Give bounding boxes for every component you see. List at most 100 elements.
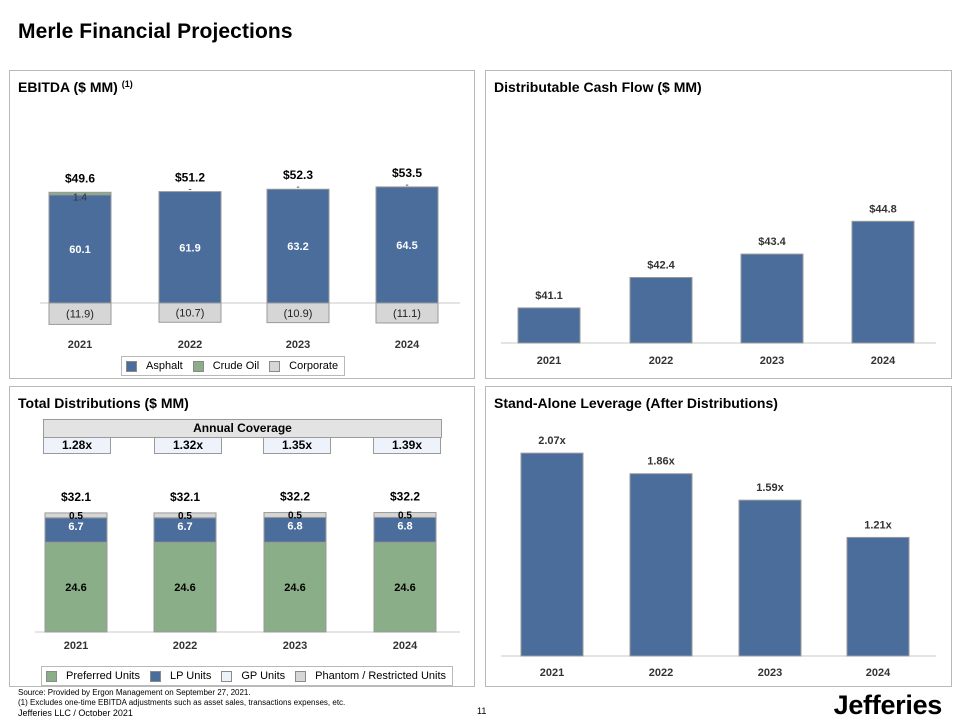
legend-swatch-gp-units [221,670,233,682]
ebitda-bar-corporate-2024 [375,302,439,324]
distributions-bar-preferred-2023 [263,541,327,633]
dcf-panel: Distributable Cash Flow ($ MM) $41.1 2021… [485,70,952,379]
distributions-total-2024: $32.2 [390,490,420,504]
ebitda-label-crude-oil-2023: - [296,182,299,193]
legend-swatch-corporate [269,360,281,372]
annual-coverage-header: Annual Coverage [43,419,442,438]
distributions-total-2022: $32.1 [170,490,200,504]
ebitda-label-asphalt-2022: 61.9 [179,242,200,254]
distributions-bar-phantom-2022 [153,512,217,519]
leverage-value-label-2021: 2.07x [538,435,566,447]
dcf-xtick-2021: 2021 [537,355,561,367]
ebitda-title-footnote: (1) [121,79,133,89]
distributions-bar-lp-2023 [263,516,327,543]
source-note: Source: Provided by Ergon Management on … [18,688,251,697]
leverage-xtick-2021: 2021 [540,667,564,679]
ebitda-total-2022: $51.2 [175,171,205,185]
ebitda-label-crude-oil-2022: - [188,185,191,196]
leverage-value-label-2022: 1.86x [647,456,675,468]
dcf-chart-title: Distributable Cash Flow ($ MM) [494,79,702,95]
dcf-xtick-2024: 2024 [871,355,896,367]
legend-item-crude-oil: Crude Oil [192,360,259,372]
leverage-xtick-2023: 2023 [758,667,782,679]
coverage-2024: 1.39x [373,437,441,454]
distributions-xtick-2024: 2024 [393,640,418,652]
legend-item-corporate: Corporate [269,360,338,372]
leverage-value-label-2024: 1.21x [864,519,892,531]
ebitda-bar-crude-oil-2021 [48,191,112,196]
ebitda-chart: 60.1 1.4 (11.9) $49.6 2021 61.9 - (10.7) $51.2 20… [40,166,460,351]
ebitda-xtick-2024: 2024 [395,339,420,351]
ebitda-label-asphalt-2023: 63.2 [287,241,308,253]
ebitda-label-corporate-2022: (10.7) [176,308,205,320]
coverage-2023: 1.35x [263,437,331,454]
distributions-label-lp-2021: 6.7 [68,521,83,533]
distributions-label-lp-2023: 6.8 [287,520,302,532]
leverage-xtick-2024: 2024 [866,667,891,679]
ebitda-xtick-2023: 2023 [286,339,310,351]
distributions-label-lp-2024: 6.8 [397,520,412,532]
coverage-2021: 1.28x [43,437,111,454]
dcf-xtick-2023: 2023 [760,355,784,367]
legend-swatch-crude-oil [192,360,204,372]
ebitda-label-corporate-2023: (10.9) [284,308,313,320]
ebitda-xtick-2022: 2022 [178,339,202,351]
distributions-bar-phantom-2021 [44,512,108,519]
distributions-bar-phantom-2024 [373,512,437,518]
legend-swatch-lp-units [149,670,161,682]
dcf-bar-2024 [851,220,915,344]
company-date-line: Jefferies LLC / October 2021 [18,708,133,718]
ebitda-label-corporate-2021: (11.9) [66,309,94,321]
leverage-chart: 2.07x 2021 1.86x 2022 1.59x 2023 1.21x 2024 [501,435,936,679]
dcf-value-label-2021: $41.1 [535,290,563,302]
page-title: Merle Financial Projections [18,20,293,43]
ebitda-bar-asphalt-2022 [158,191,222,304]
ebitda-label-corporate-2024: (11.1) [393,308,421,320]
distributions-chart: 24.66.70.5$32.1202124.66.70.5$32.1202224… [35,490,460,652]
ebitda-label-crude-oil-2024: - [405,180,408,191]
legend-item-gp-units: GP Units [221,670,285,682]
ebitda-bar-corporate-2021 [48,302,112,325]
distributions-label-preferred-2023: 24.6 [284,582,305,594]
legend-item-phantom-restricted-units: Phantom / Restricted Units [295,670,446,682]
distributions-label-preferred-2022: 24.6 [174,582,195,594]
dcf-value-label-2024: $44.8 [869,203,897,215]
distributions-legend: Preferred Units LP Units GP Units Phanto… [41,666,454,686]
distributions-xtick-2023: 2023 [283,640,307,652]
page-number: 11 [477,706,487,716]
ebitda-bar-asphalt-2024 [375,186,439,304]
jefferies-logo: Jefferies [833,690,943,720]
leverage-bar-2022 [629,473,693,657]
ebitda-label-crude-oil-2021: 1.4 [73,192,87,203]
distributions-total-2023: $32.2 [280,490,310,504]
dcf-bar-2021 [517,307,581,344]
coverage-2022: 1.32x [154,437,222,454]
ebitda-label-asphalt-2021: 60.1 [69,244,90,256]
distributions-label-preferred-2021: 24.6 [65,582,86,594]
leverage-bar-2021 [520,452,584,657]
distributions-label-phantom-2024: 0.5 [398,511,412,522]
ebitda-bar-asphalt-2023 [266,188,330,304]
legend-swatch-preferred-units [46,670,57,682]
distributions-xtick-2022: 2022 [173,640,197,652]
leverage-xtick-2022: 2022 [649,667,673,679]
distributions-bar-preferred-2024 [373,541,437,633]
ebitda-footnote: (1) Excludes one-time EBITDA adjustments… [18,698,346,707]
ebitda-xtick-2021: 2021 [68,339,92,351]
distributions-xtick-2021: 2021 [64,640,88,652]
distributions-label-preferred-2024: 24.6 [394,582,415,594]
dcf-value-label-2022: $42.4 [647,259,675,271]
legend-item-asphalt: Asphalt [126,360,183,372]
legend-item-lp-units: LP Units [149,670,211,682]
legend-item-preferred-units: Preferred Units [46,670,140,682]
ebitda-chart-title: EBITDA ($ MM) (1) [18,79,133,95]
distributions-chart-title: Total Distributions ($ MM) [18,395,189,411]
dcf-bar-2023 [740,253,804,344]
distributions-total-2021: $32.1 [61,490,91,504]
leverage-chart-title: Stand-Alone Leverage (After Distribution… [494,395,778,411]
legend-swatch-phantom-restricted-units [295,670,307,682]
dcf-chart: $41.1 2021 $42.4 2022 $43.4 2023 $44.8 2024 [501,203,936,367]
ebitda-label-asphalt-2024: 64.5 [396,240,417,252]
distributions-bar-phantom-2023 [263,512,327,518]
distributions-label-phantom-2021: 0.5 [69,511,83,522]
